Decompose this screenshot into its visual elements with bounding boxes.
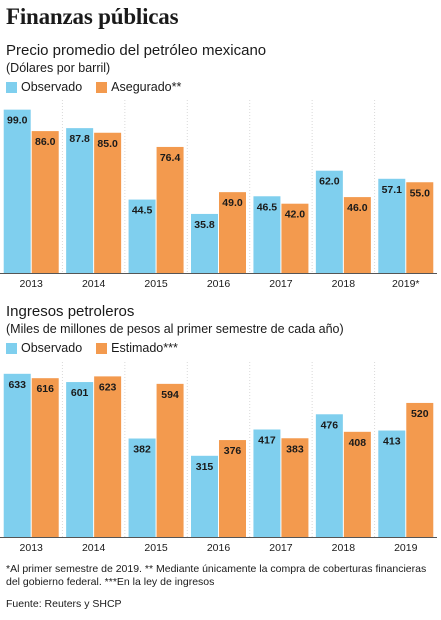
- x-tick-label: 2018: [332, 542, 356, 554]
- x-tick-label: 2019: [394, 542, 418, 554]
- footnote: *Al primer semestre de 2019. ** Mediante…: [6, 563, 436, 588]
- x-tick-label: 2016: [207, 542, 231, 554]
- x-tick-label: 2014: [82, 278, 106, 290]
- data-label: 35.8: [194, 219, 215, 231]
- page-title: Finanzas públicas: [6, 4, 178, 30]
- data-label: 49.0: [222, 197, 243, 209]
- data-label: 520: [411, 408, 429, 420]
- bar-observed: [66, 382, 93, 537]
- legend-swatch-insured: [96, 82, 107, 93]
- data-label: 413: [383, 436, 401, 448]
- bar-observed: [4, 110, 31, 273]
- x-tick-label: 2018: [332, 278, 356, 290]
- chart1-subtitle: (Dólares por barril): [6, 61, 110, 75]
- legend-item-observed: Observado: [6, 80, 82, 94]
- legend-swatch-observed-2: [6, 343, 17, 354]
- bar-secondary: [157, 384, 184, 537]
- x-tick-label: 2014: [82, 542, 106, 554]
- x-tick-label: 2019*: [392, 278, 419, 290]
- x-tick-label: 2017: [269, 542, 293, 554]
- legend-label-observed-2: Observado: [21, 341, 82, 355]
- bar-secondary: [32, 378, 59, 537]
- data-label: 46.5: [257, 201, 278, 213]
- data-label: 601: [71, 387, 89, 399]
- oil-price-chart: 99.0 86.0 2013 87.8 85.0 2014 44.5 76.4 2015 35.8…: [0, 98, 441, 294]
- data-label: 616: [36, 383, 54, 395]
- data-label: 376: [224, 445, 242, 457]
- data-label: 62.0: [319, 176, 340, 188]
- data-label: 42.0: [285, 209, 306, 221]
- bar-observed: [316, 414, 343, 537]
- x-tick-label: 2016: [207, 278, 231, 290]
- legend-swatch-observed: [6, 82, 17, 93]
- bar-secondary: [32, 131, 59, 273]
- bar-secondary: [406, 403, 433, 537]
- x-tick-label: 2017: [269, 278, 293, 290]
- data-label: 55.0: [410, 187, 431, 199]
- data-label: 44.5: [132, 205, 153, 217]
- data-label: 99.0: [7, 115, 28, 127]
- data-label: 383: [286, 443, 304, 455]
- legend-label-insured: Asegurado**: [111, 80, 181, 94]
- x-tick-label: 2013: [20, 278, 44, 290]
- x-tick-label: 2015: [144, 542, 168, 554]
- legend-label-estimated: Estimado***: [111, 341, 178, 355]
- bar-secondary: [157, 147, 184, 273]
- data-label: 623: [99, 381, 117, 393]
- bar-secondary: [94, 376, 121, 537]
- chart1-legend: Observado Asegurado**: [6, 80, 195, 94]
- bar-observed: [4, 374, 31, 537]
- chart2-legend: Observado Estimado***: [6, 341, 192, 355]
- x-tick-label: 2013: [20, 542, 44, 554]
- data-label: 57.1: [382, 184, 403, 196]
- data-label: 417: [258, 434, 276, 446]
- data-label: 382: [133, 444, 151, 456]
- data-label: 315: [196, 461, 214, 473]
- chart2-subtitle: (Miles de millones de pesos al primer se…: [6, 322, 344, 336]
- bar-secondary: [94, 133, 121, 273]
- data-label: 633: [8, 379, 26, 391]
- bar-observed: [66, 128, 93, 273]
- data-label: 594: [161, 389, 179, 401]
- data-label: 46.0: [347, 202, 368, 214]
- source-note: Fuente: Reuters y SHCP: [6, 598, 122, 610]
- chart1-title: Precio promedio del petróleo mexicano: [6, 42, 266, 59]
- data-label: 86.0: [35, 136, 56, 148]
- data-label: 85.0: [97, 138, 118, 150]
- data-label: 476: [321, 419, 339, 431]
- legend-item-observed-2: Observado: [6, 341, 82, 355]
- legend-swatch-estimated: [96, 343, 107, 354]
- data-label: 408: [349, 437, 367, 449]
- legend-label-observed: Observado: [21, 80, 82, 94]
- x-tick-label: 2015: [144, 278, 168, 290]
- legend-item-estimated: Estimado***: [96, 341, 178, 355]
- data-label: 87.8: [69, 133, 90, 145]
- chart2-title: Ingresos petroleros: [6, 303, 134, 320]
- data-label: 76.4: [160, 152, 181, 164]
- legend-item-insured: Asegurado**: [96, 80, 181, 94]
- oil-revenue-chart: 633 616 2013 601 623 2014 382 594 2015 315 376 2016…: [0, 360, 441, 558]
